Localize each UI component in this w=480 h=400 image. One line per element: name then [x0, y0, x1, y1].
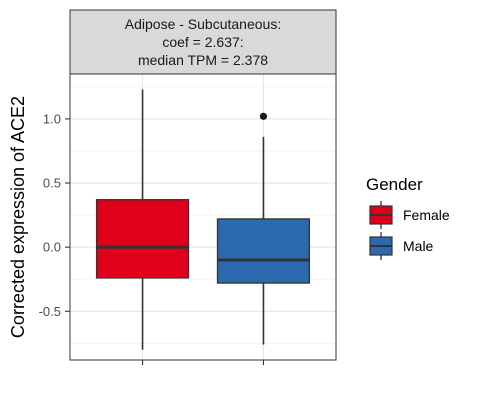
legend-label-male: Male	[403, 238, 434, 254]
y-tick-label: 1.0	[43, 111, 61, 126]
outlier-point-male	[259, 112, 268, 120]
facet-title-line-3: median TPM = 2.378	[138, 52, 268, 68]
legend-keys: Female Male	[369, 201, 450, 260]
y-tick-label: 0.0	[43, 240, 61, 255]
legend: Gender Female Male	[366, 175, 450, 260]
legend-title: Gender	[366, 175, 423, 194]
panel-border	[69, 73, 337, 361]
x-axis	[141, 360, 265, 365]
box-male	[216, 218, 311, 284]
y-tick-label: -0.5	[39, 304, 61, 319]
facet-strip	[69, 9, 337, 75]
box-female	[95, 199, 190, 279]
y-axis-title: Corrected expression of ACE2	[8, 96, 28, 338]
facet-title-line-1: Adipose - Subcutaneous:	[125, 16, 281, 32]
y-tick-label: 0.5	[43, 176, 61, 191]
y-axis: -0.5 0.0 0.5 1.0	[39, 111, 70, 319]
facet-title-line-2: coef = 2.637:	[162, 34, 243, 50]
legend-label-female: Female	[403, 207, 450, 223]
box-layer	[95, 89, 311, 350]
